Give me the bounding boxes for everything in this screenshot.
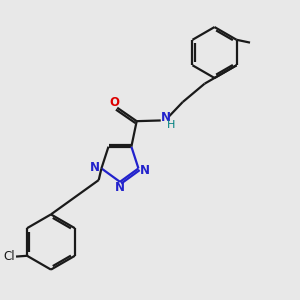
- Text: H: H: [167, 120, 175, 130]
- Text: N: N: [115, 182, 124, 194]
- Text: N: N: [140, 164, 150, 177]
- Text: O: O: [110, 96, 119, 109]
- Text: N: N: [161, 111, 171, 124]
- Text: Cl: Cl: [4, 250, 15, 263]
- Text: N: N: [90, 161, 100, 174]
